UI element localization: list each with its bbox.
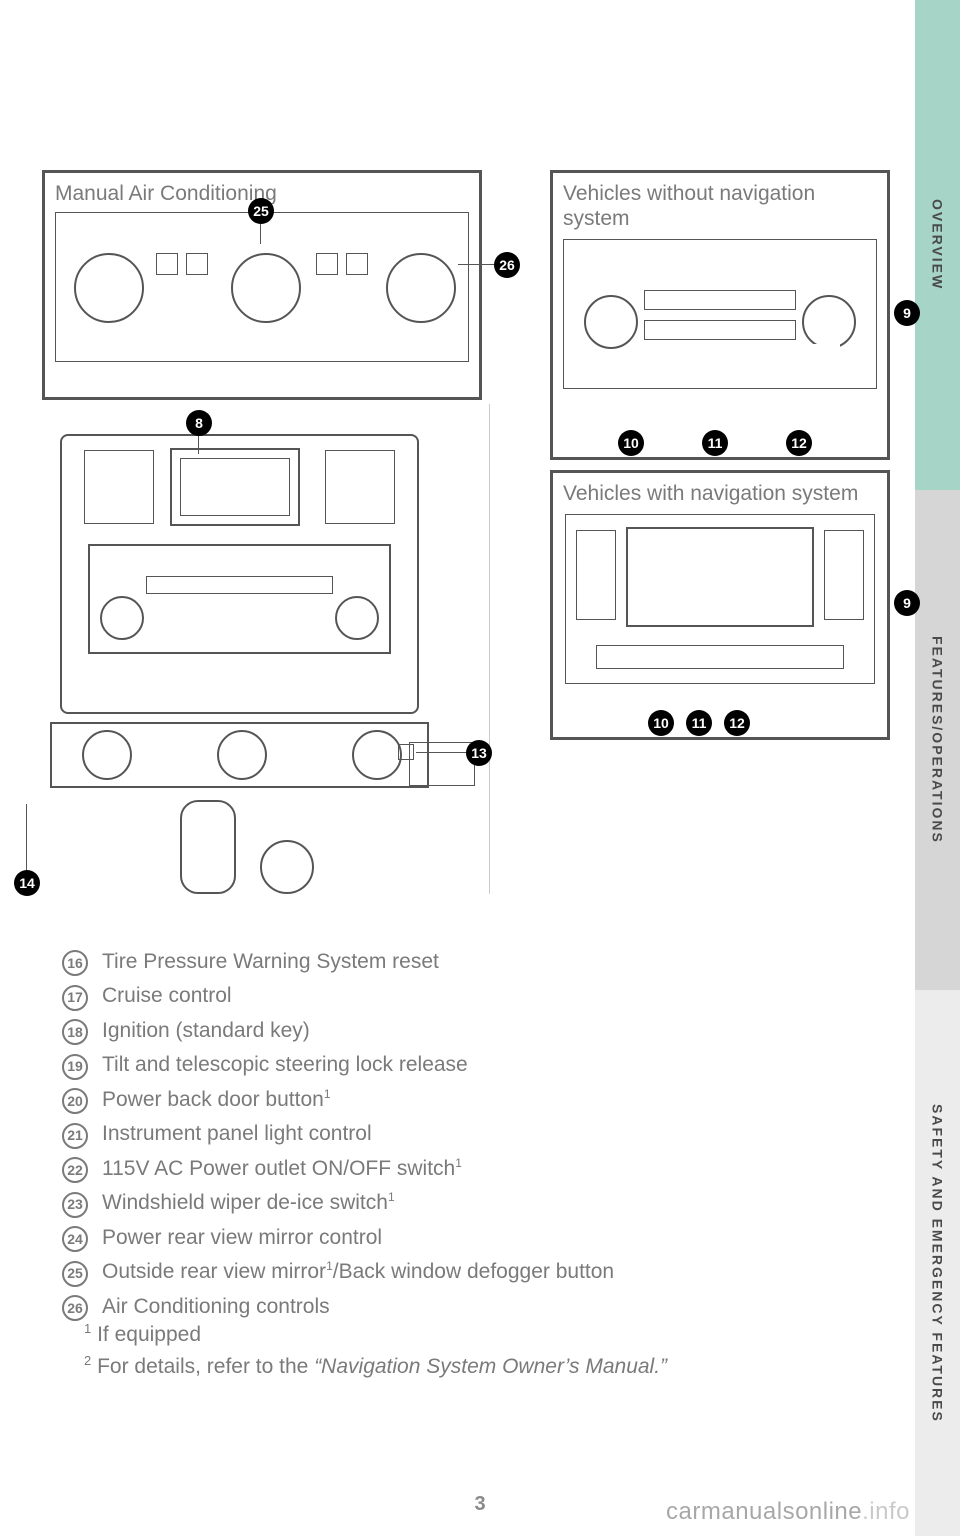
legend-text: Tilt and telescopic steering lock releas…: [102, 1051, 468, 1079]
callout-12-no-nav: 12: [786, 430, 812, 456]
watermark: carmanualsonline.info: [666, 1498, 910, 1526]
legend-row: 23 Windshield wiper de-ice switch1: [62, 1189, 870, 1217]
footnote-2: 2 For details, refer to the “Navigation …: [84, 1352, 870, 1382]
panel-no-nav-illustration: [553, 239, 887, 389]
callout-25-leader: [260, 224, 261, 244]
legend-text: Power rear view mirror control: [102, 1224, 382, 1252]
callout-9-no-nav: 9: [894, 300, 920, 326]
legend-text: Cruise control: [102, 982, 232, 1010]
callout-8: 8: [186, 410, 212, 436]
panel-with-nav: Vehicles with navigation system: [550, 470, 890, 740]
legend-num: 19: [62, 1054, 88, 1080]
legend-num: 18: [62, 1019, 88, 1045]
legend-text: Tire Pressure Warning System reset: [102, 948, 439, 976]
dashboard-illustration: [0, 404, 490, 894]
callout-8-leader: [198, 436, 199, 454]
callout-11-no-nav: 11: [702, 430, 728, 456]
legend-text: 115V AC Power outlet ON/OFF switch1: [102, 1155, 462, 1183]
legend-text: Windshield wiper de-ice switch1: [102, 1189, 395, 1217]
legend-row: 19 Tilt and telescopic steering lock rele…: [62, 1051, 870, 1079]
callout-14-leader: [26, 804, 27, 870]
legend-num: 24: [62, 1226, 88, 1252]
legend-text: Air Conditioning controls: [102, 1293, 330, 1321]
legend-row: 22 115V AC Power outlet ON/OFF switch1: [62, 1155, 870, 1183]
legend-row: 25 Outside rear view mirror1/Back window …: [62, 1258, 870, 1286]
callout-26: 26: [494, 252, 520, 278]
legend-num: 16: [62, 950, 88, 976]
manual-page: Manual Air Conditioning 25 26 Vehicles w…: [0, 0, 960, 1536]
callout-13: 13: [466, 740, 492, 766]
legend-row: 21 Instrument panel light control: [62, 1120, 870, 1148]
legend-text: Instrument panel light control: [102, 1120, 372, 1148]
callout-14: 14: [14, 870, 40, 896]
callout-13-icon: [398, 744, 414, 760]
callout-25: 25: [248, 198, 274, 224]
footnote-1: 1 If equipped: [84, 1320, 870, 1350]
callout-11-with-nav: 11: [686, 710, 712, 736]
legend-row: 20 Power back door button1: [62, 1086, 870, 1114]
callout-12-with-nav: 12: [724, 710, 750, 736]
panel-no-nav-title: Vehicles without navigation system: [553, 173, 887, 231]
legend-num: 25: [62, 1261, 88, 1287]
legend-row: 26 Air Conditioning controls: [62, 1293, 870, 1321]
callout-13-leader: [416, 752, 466, 753]
legend-text: Ignition (standard key): [102, 1017, 310, 1045]
panel-manual-ac-illustration: [45, 212, 479, 362]
legend-row: 24 Power rear view mirror control: [62, 1224, 870, 1252]
legend-num: 17: [62, 985, 88, 1011]
legend-row: 16 Tire Pressure Warning System reset: [62, 948, 870, 976]
panel-with-nav-illustration: [553, 514, 887, 684]
callout-9-with-nav: 9: [894, 590, 920, 616]
legend-num: 21: [62, 1123, 88, 1149]
legend-list: 16 Tire Pressure Warning System reset 17 C…: [62, 948, 870, 1327]
legend-row: 18 Ignition (standard key): [62, 1017, 870, 1045]
legend-text: Outside rear view mirror1/Back window de…: [102, 1258, 614, 1286]
panel-with-nav-title: Vehicles with navigation system: [553, 473, 887, 506]
legend-text: Power back door button1: [102, 1086, 331, 1114]
callout-26-leader: [458, 264, 494, 265]
legend-num: 23: [62, 1192, 88, 1218]
legend-row: 17 Cruise control: [62, 982, 870, 1010]
legend-num: 20: [62, 1088, 88, 1114]
footnotes: 1 If equipped 2 For details, refer to th…: [84, 1320, 870, 1385]
callout-10-no-nav: 10: [618, 430, 644, 456]
legend-num: 26: [62, 1295, 88, 1321]
panel-no-nav: Vehicles without navigation system: [550, 170, 890, 460]
callout-10-with-nav: 10: [648, 710, 674, 736]
legend-num: 22: [62, 1157, 88, 1183]
